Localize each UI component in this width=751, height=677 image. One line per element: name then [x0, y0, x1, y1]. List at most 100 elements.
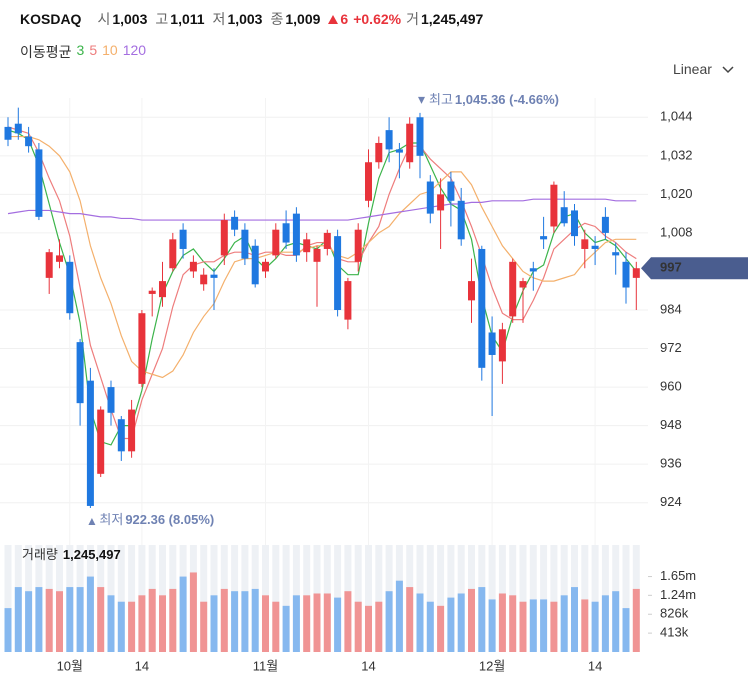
candle-body: [189, 261, 197, 272]
y-tick-label: 924: [660, 494, 682, 509]
volume-bg: [426, 545, 434, 652]
volume-bar: [25, 591, 33, 652]
candle-body: [76, 342, 84, 404]
volume-bg: [282, 545, 290, 652]
volume-bg: [117, 545, 125, 652]
volume-bar: [571, 587, 578, 652]
candle-body: [169, 239, 177, 269]
candle-body: [601, 216, 609, 233]
candle-body: [375, 142, 383, 163]
y-tick-label: 1,008: [660, 224, 693, 239]
candle-body: [509, 261, 517, 317]
volume-bar: [14, 587, 22, 652]
candle-body: [14, 123, 22, 134]
candle-body: [86, 380, 94, 506]
candle-body: [200, 274, 208, 285]
candle-body: [56, 255, 63, 262]
current-price-box: [641, 257, 748, 280]
candle-body: [560, 207, 568, 224]
candle-body: [488, 332, 496, 355]
volume-bar: [550, 601, 558, 652]
volume-bg: [128, 545, 136, 652]
volume-bar: [4, 608, 12, 652]
candle-body: [231, 216, 239, 230]
ma-legend-item: 3: [76, 42, 85, 58]
candle-body: [35, 149, 43, 217]
volume-bar: [488, 599, 496, 652]
quote-value: 1,003: [227, 11, 263, 27]
volume-bar: [313, 593, 321, 652]
volume-tick-label: 1.24m: [660, 587, 696, 602]
volume-bar: [179, 576, 187, 652]
volume-bar: [375, 601, 383, 652]
volume-bg: [437, 545, 445, 652]
quote-header: KOSDAQ 시 1,003 고 1,011 저 1,003 종 1,009 6 +0.…: [20, 9, 491, 29]
volume-bar: [138, 595, 146, 652]
y-tick-label: 1,044: [660, 109, 693, 124]
x-tick-label: 10월: [57, 658, 83, 673]
candle-body: [447, 181, 455, 201]
volume-bar: [540, 599, 548, 652]
volume-bar: [395, 580, 403, 652]
quote-value: 1,009: [285, 11, 321, 27]
volume-title-label: 거래량: [22, 547, 58, 562]
volume-bg: [200, 545, 208, 652]
chevron[interactable]: [722, 66, 734, 74]
candle-body: [97, 409, 105, 474]
annotation-marker: [418, 96, 425, 104]
volume-bar: [509, 595, 517, 652]
quote-label: 종: [270, 11, 284, 27]
volume-bar: [498, 593, 506, 652]
volume-bg: [581, 545, 589, 652]
volume-bar: [231, 591, 239, 652]
candle-body: [128, 409, 136, 452]
volume-bar: [220, 588, 228, 652]
volume-bg: [354, 545, 362, 652]
volume-bar: [354, 601, 362, 652]
volume-bar: [529, 599, 537, 652]
volume-bar: [292, 595, 300, 652]
candle-body: [498, 329, 506, 362]
candle-body: [117, 419, 125, 452]
ma-legend: 이동평균 3 5 10 120: [20, 42, 146, 62]
candle-body: [468, 281, 475, 301]
candle-body: [292, 213, 300, 256]
volume-bg: [4, 545, 12, 652]
volume-bar: [159, 595, 166, 652]
volume-bar: [632, 588, 640, 652]
candle-body: [4, 126, 12, 140]
candle-body: [457, 200, 465, 240]
volume-bar: [200, 601, 208, 652]
change-pct: +0.62%: [353, 11, 402, 27]
volume-bar: [426, 601, 434, 652]
candle-body: [241, 229, 249, 259]
volume-bar: [581, 599, 589, 652]
candle-body: [612, 252, 620, 256]
quote-value: 1,003: [112, 11, 148, 27]
volume-bar: [128, 601, 136, 652]
scale-label[interactable]: Linear: [673, 61, 712, 77]
candle-body: [179, 229, 187, 249]
volume-bar: [334, 597, 342, 652]
annotation-marker: [88, 517, 96, 525]
candle-body: [571, 210, 578, 237]
volume-bg: [622, 545, 630, 652]
volume-bar: [262, 595, 269, 652]
candle-body: [354, 229, 362, 262]
volume-label: 거: [406, 11, 419, 27]
volume-bar: [601, 595, 609, 652]
y-tick-label: 984: [660, 301, 682, 316]
volume-bar: [478, 587, 486, 652]
scale-selector[interactable]: Linear: [673, 61, 734, 77]
volume-bg: [375, 545, 383, 652]
change: 6: [340, 11, 349, 27]
volume-bar: [66, 587, 74, 652]
ma-line: [7, 198, 637, 221]
volume-bar: [35, 587, 43, 652]
candle-body: [519, 281, 527, 288]
candle-body: [365, 162, 372, 201]
volume-bg: [591, 545, 599, 652]
volume-bg: [540, 545, 548, 652]
index-name: KOSDAQ: [20, 11, 82, 27]
